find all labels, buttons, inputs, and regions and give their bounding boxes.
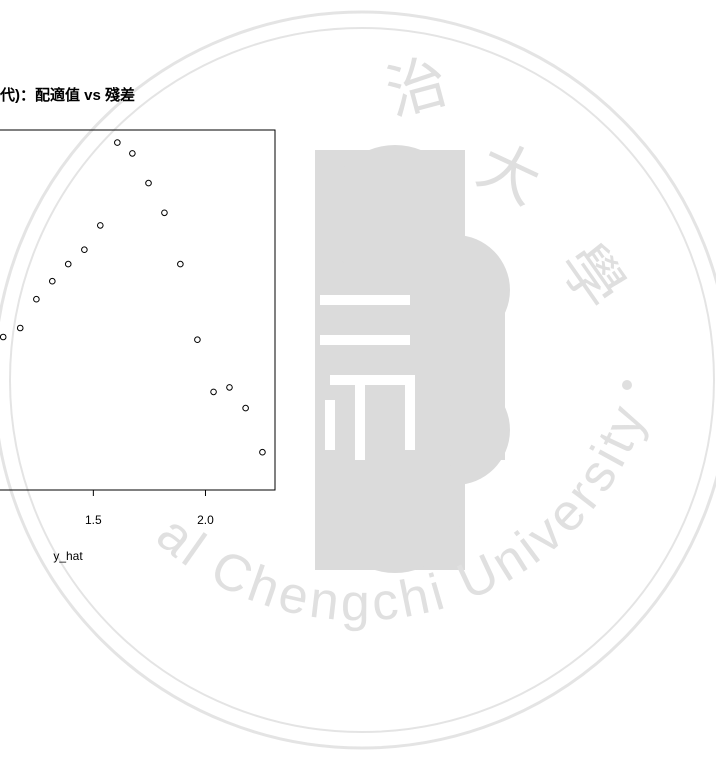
point — [226, 384, 233, 391]
watermark-emblem — [315, 145, 510, 573]
point — [33, 295, 40, 303]
point — [194, 336, 201, 344]
x-tick-label: 1.5 — [85, 513, 102, 527]
watermark-char: 大 — [468, 131, 551, 217]
watermark-glyph — [320, 295, 415, 460]
point — [259, 448, 266, 456]
plot-frame — [0, 129, 276, 491]
point — [129, 150, 136, 157]
point — [210, 388, 217, 396]
watermark-char: 學 — [547, 232, 636, 320]
watermark-dot — [622, 380, 632, 390]
point — [81, 246, 88, 253]
point — [16, 324, 24, 332]
x-axis-label: y_hat — [53, 549, 83, 563]
point — [114, 139, 121, 146]
plot: 1.01.52.0 — [0, 129, 276, 527]
chart-title: 代)：配適值 vs 殘差 — [0, 86, 135, 104]
point — [0, 333, 7, 341]
point — [64, 260, 72, 268]
point — [49, 277, 56, 285]
point — [161, 209, 168, 217]
watermark-ring — [9, 27, 715, 733]
watermark: 治 大 學 al Chengchi University — [0, 10, 716, 750]
point — [242, 404, 249, 412]
point — [145, 179, 152, 187]
watermark-ring — [0, 10, 716, 750]
x-tick-label: 2.0 — [197, 513, 214, 527]
point — [177, 260, 184, 268]
watermark-char: 治 — [379, 47, 454, 127]
point — [96, 222, 104, 229]
